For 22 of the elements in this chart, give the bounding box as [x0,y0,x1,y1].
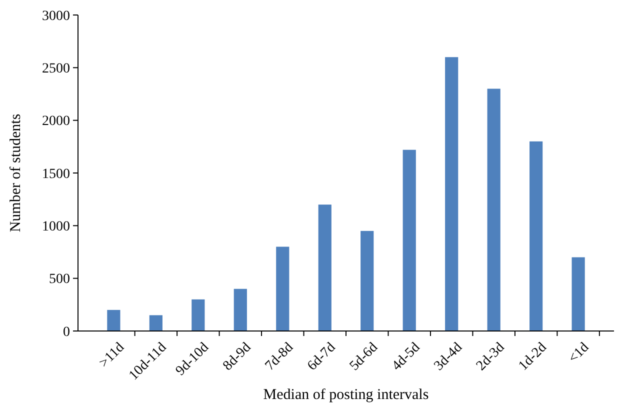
y-tick-label: 1500 [42,166,70,182]
x-axis-title: Median of posting intervals [263,387,429,403]
bar [107,310,120,331]
x-tick-label: <1d [566,340,592,366]
y-tick-label: 0 [63,324,70,340]
bar [487,88,500,331]
y-tick-label: 1000 [42,220,70,235]
y-axis-title: Number of students [8,114,24,232]
bar [276,246,290,331]
bar [192,299,205,331]
y-tick-label: 3000 [42,8,70,24]
bar [318,204,332,331]
bar [234,288,247,331]
bar [572,257,585,331]
bar [530,141,543,331]
y-tick-label: 500 [49,272,70,288]
y-tick-label: 2500 [42,62,70,77]
bar [402,150,416,331]
y-tick-label: 2000 [42,114,70,130]
bar [360,230,374,331]
bar [149,315,162,331]
bar [445,57,458,331]
